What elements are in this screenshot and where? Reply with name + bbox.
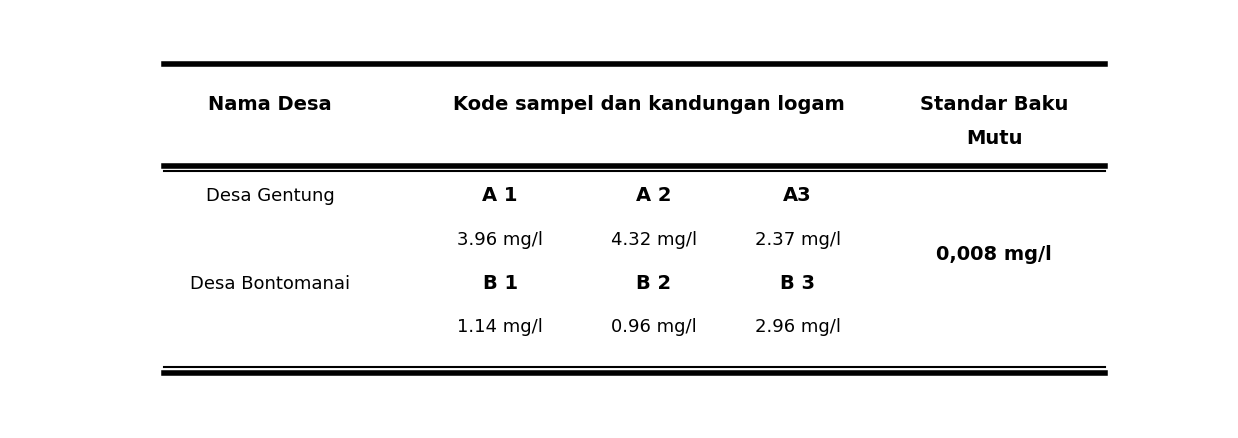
Text: A 2: A 2 <box>636 187 671 205</box>
Text: 2.96 mg/l: 2.96 mg/l <box>755 318 841 336</box>
Text: A 1: A 1 <box>483 187 517 205</box>
Text: Standar Baku: Standar Baku <box>920 95 1068 114</box>
Text: 4.32 mg/l: 4.32 mg/l <box>610 231 697 249</box>
Text: Desa Bontomanai: Desa Bontomanai <box>189 275 350 293</box>
Text: Kode sampel dan kandungan logam: Kode sampel dan kandungan logam <box>453 95 844 114</box>
Text: B 3: B 3 <box>780 274 815 293</box>
Text: B 1: B 1 <box>483 274 517 293</box>
Text: 2.37 mg/l: 2.37 mg/l <box>754 231 841 249</box>
Text: Mutu: Mutu <box>966 129 1023 148</box>
Text: 1.14 mg/l: 1.14 mg/l <box>457 318 543 336</box>
Text: 3.96 mg/l: 3.96 mg/l <box>457 231 543 249</box>
Text: Desa Gentung: Desa Gentung <box>206 187 334 205</box>
Text: Nama Desa: Nama Desa <box>208 95 332 114</box>
Text: 0.96 mg/l: 0.96 mg/l <box>610 318 697 336</box>
Text: A3: A3 <box>784 187 812 205</box>
Text: B 2: B 2 <box>636 274 671 293</box>
Text: 0,008 mg/l: 0,008 mg/l <box>936 245 1052 265</box>
